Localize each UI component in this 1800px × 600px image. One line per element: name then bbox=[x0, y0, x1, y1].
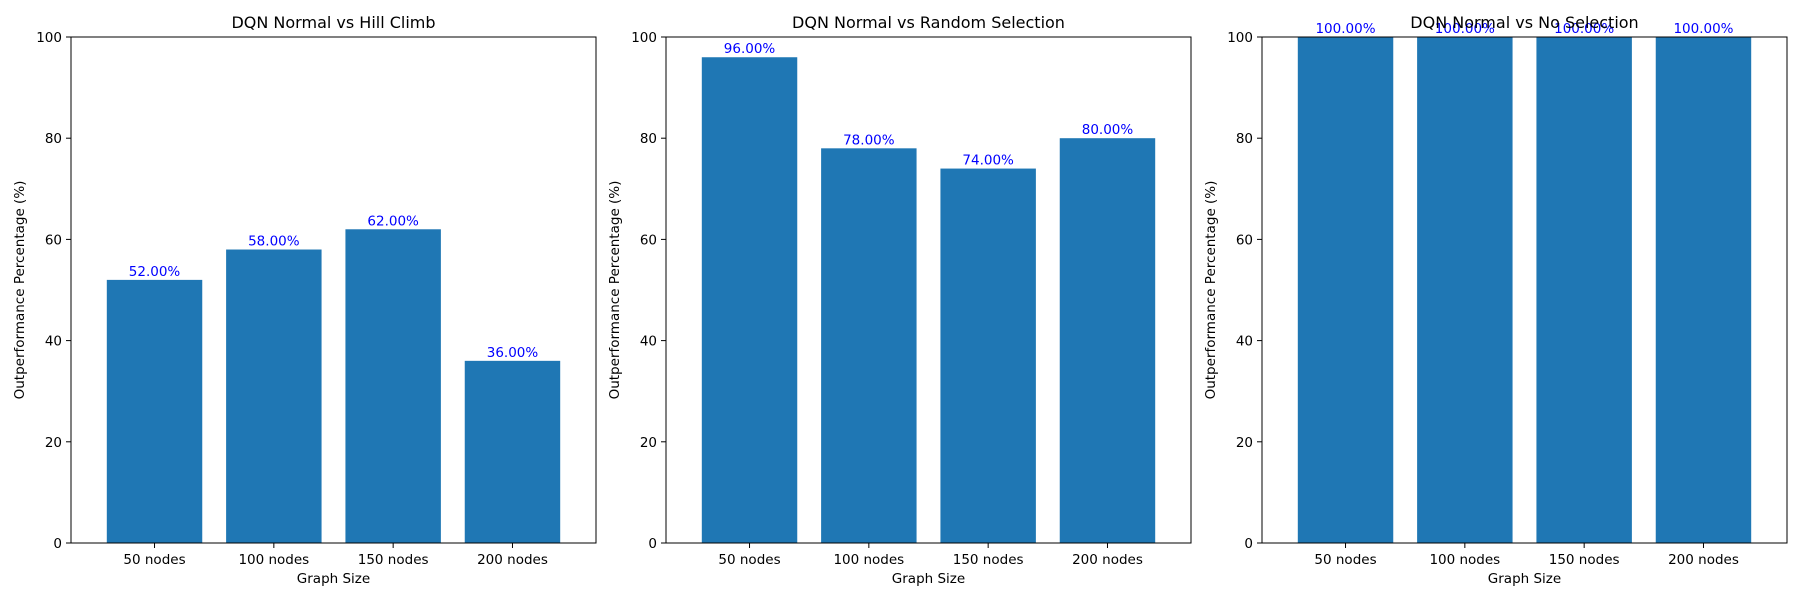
x-tick-label: 200 nodes bbox=[1668, 552, 1739, 568]
y-tick-label: 80 bbox=[45, 131, 62, 147]
chart-title: DQN Normal vs Random Selection bbox=[792, 13, 1065, 32]
bar bbox=[106, 279, 203, 543]
data-label: 96.00% bbox=[724, 41, 776, 57]
data-label: 74.00% bbox=[962, 153, 1014, 169]
x-tick-label: 150 nodes bbox=[1549, 552, 1620, 568]
chart-panel-1: 0 20 40 60 80 100 50 nodes 100 nodes 150 nodes 20… bbox=[12, 13, 597, 587]
y-tick-label: 40 bbox=[1236, 334, 1253, 350]
x-tick-label: 150 nodes bbox=[953, 552, 1024, 568]
x-tick-label: 100 nodes bbox=[238, 552, 309, 568]
x-tick-label: 100 nodes bbox=[1429, 552, 1500, 568]
bar bbox=[464, 360, 561, 543]
y-tick-label: 100 bbox=[631, 30, 657, 46]
x-axis-label: Graph Size bbox=[297, 571, 370, 587]
x-tick-label: 200 nodes bbox=[1072, 552, 1143, 568]
x-tick-label: 150 nodes bbox=[358, 552, 429, 568]
y-tick-label: 60 bbox=[1236, 232, 1253, 248]
y-tick-label: 40 bbox=[640, 334, 657, 350]
data-label: 58.00% bbox=[248, 234, 300, 250]
y-tick-label: 20 bbox=[1236, 435, 1253, 451]
x-axis-label: Graph Size bbox=[892, 571, 965, 587]
data-label: 36.00% bbox=[487, 345, 539, 361]
x-tick-label: 50 nodes bbox=[123, 552, 185, 568]
y-tick-label: 60 bbox=[640, 232, 657, 248]
bar bbox=[1417, 37, 1513, 543]
y-tick-label: 0 bbox=[53, 536, 62, 552]
chart-title: DQN Normal vs No Selection bbox=[1410, 13, 1638, 32]
bar bbox=[940, 168, 1036, 543]
data-label: 78.00% bbox=[843, 132, 895, 148]
data-label: 52.00% bbox=[129, 264, 181, 280]
bar bbox=[1059, 138, 1156, 543]
bar bbox=[1655, 37, 1752, 543]
axes-frame bbox=[1261, 36, 1788, 544]
axes-frame bbox=[70, 36, 597, 544]
data-label: 100.00% bbox=[1435, 21, 1495, 37]
x-tick-label: 50 nodes bbox=[1314, 552, 1376, 568]
data-label: 62.00% bbox=[367, 213, 419, 229]
y-tick-label: 0 bbox=[648, 536, 657, 552]
bar bbox=[226, 249, 322, 543]
x-axis-label: Graph Size bbox=[1488, 571, 1561, 587]
bar bbox=[821, 148, 917, 543]
bar bbox=[701, 57, 798, 544]
bar bbox=[1536, 37, 1632, 543]
data-label: 80.00% bbox=[1082, 122, 1134, 138]
y-tick-label: 0 bbox=[1244, 536, 1253, 552]
y-tick-label: 100 bbox=[36, 30, 62, 46]
y-tick-label: 20 bbox=[640, 435, 657, 451]
y-tick-label: 20 bbox=[45, 435, 62, 451]
bar bbox=[345, 229, 441, 543]
y-tick-label: 80 bbox=[640, 131, 657, 147]
y-tick-label: 40 bbox=[45, 334, 62, 350]
y-tick-label: 100 bbox=[1227, 30, 1253, 46]
y-axis-label: Outperformance Percentage (%) bbox=[1203, 181, 1219, 400]
bar bbox=[1297, 37, 1394, 543]
y-tick-label: 60 bbox=[45, 232, 62, 248]
data-label: 100.00% bbox=[1554, 21, 1614, 37]
chart-title: DQN Normal vs Hill Climb bbox=[231, 13, 435, 32]
data-label: 100.00% bbox=[1673, 21, 1733, 37]
x-tick-label: 50 nodes bbox=[718, 552, 780, 568]
y-axis-label: Outperformance Percentage (%) bbox=[607, 181, 623, 400]
chart-panel-2: 0 20 40 60 80 100 50 nodes 100 nodes 150 nodes 20… bbox=[607, 13, 1192, 587]
y-axis-label: Outperformance Percentage (%) bbox=[12, 181, 28, 400]
x-tick-label: 200 nodes bbox=[477, 552, 548, 568]
chart-panel-3: 0 20 40 60 80 100 50 nodes 100 nodes 150 nodes 20… bbox=[1203, 13, 1788, 587]
y-tick-label: 80 bbox=[1236, 131, 1253, 147]
axes-frame bbox=[665, 36, 1192, 544]
x-tick-label: 100 nodes bbox=[833, 552, 904, 568]
data-label: 100.00% bbox=[1315, 21, 1375, 37]
